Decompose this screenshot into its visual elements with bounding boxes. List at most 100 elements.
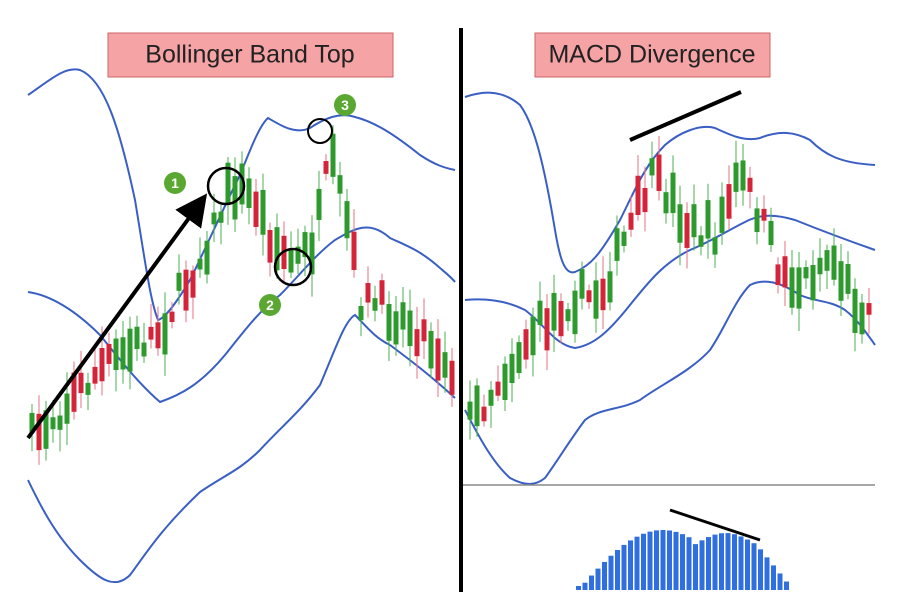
candle-body [337,175,343,194]
candle-body [845,264,851,294]
candle-body [803,267,809,279]
candle-body [253,191,259,227]
panel-title: Bollinger Band Top [145,41,354,69]
candle-body [36,413,42,451]
candle-body [50,417,56,430]
candle-body [495,381,501,396]
candle-body [852,288,858,333]
candle-body [859,302,865,335]
candle-body [768,220,774,246]
candle-body [134,326,140,350]
candle-body [302,232,308,258]
candle-body [43,410,49,449]
macd-bar [738,536,744,590]
candle-body [85,382,91,395]
macd-bar [686,537,692,590]
badge-label: 1 [171,175,179,191]
candle-body [586,290,592,303]
badge-circle [164,172,186,194]
candle-body [120,337,126,370]
candle-body [663,192,669,214]
macd-bar [647,531,653,590]
candle-body [565,309,571,322]
macd-bar [777,573,783,590]
candle-body [719,196,725,233]
candle-body [705,200,711,239]
candle-body [810,265,816,301]
candle-body [218,211,224,223]
candle-body [516,342,522,374]
macd-bar [608,555,614,590]
title-box [107,32,394,78]
candle-body [502,363,508,401]
macd-bar [660,530,666,590]
candle-body [796,267,802,309]
macd-bar [732,534,737,590]
candle-body [204,240,210,275]
candle-body [323,161,329,174]
candle-body [628,212,634,230]
candle-body [782,256,788,288]
macd-bar [751,543,757,590]
candle-body [141,342,147,357]
candle-body [190,270,196,298]
divergence-line-price [629,90,742,142]
candle-body [442,352,448,378]
candle-body [670,172,676,214]
candle-body [176,272,182,291]
macd-bar [771,565,776,590]
lower-band [464,280,876,485]
annotations [26,90,761,542]
candle-body [824,250,830,271]
candle-body [614,228,620,261]
candle-body [642,188,648,213]
macd-bar [699,540,705,590]
candle-body [197,258,203,270]
candle-body [379,280,385,305]
candle-body [169,311,175,323]
candle-body [831,245,837,280]
candle-body [593,280,599,319]
candle-body [92,366,98,384]
macd-bar [745,539,750,590]
candle-body [330,133,336,177]
candle-body [733,162,739,192]
candle-body [789,267,795,308]
macd-bar [595,568,601,590]
badge: 3 [334,94,356,116]
upper-band [464,91,876,274]
divergence-line-macd [669,508,761,542]
candle-body [386,304,392,341]
candle-body [295,246,301,264]
candle-body [183,269,189,311]
candle-body [232,176,238,220]
macd-bar [602,561,607,590]
candle-body [537,300,543,325]
candle-body [288,249,294,273]
badge-label: 2 [266,297,274,313]
highlight-circle [307,118,333,144]
candle-body [523,329,529,360]
macd-bar [693,544,698,590]
macd-bar [641,533,646,590]
candle-body [481,406,487,422]
panel-title: MACD Divergence [548,41,755,69]
highlight-circle [273,247,313,287]
candle-body [649,158,655,176]
candle-body [754,208,760,233]
macd-bar [706,537,711,590]
candle-body [155,322,161,349]
candle-body [421,319,427,342]
candle-body [607,271,613,303]
macd-bar [784,581,789,590]
macd-bar [719,533,724,590]
badge-label: 3 [341,97,349,113]
macd-bar [615,550,620,590]
candle-body [365,283,371,303]
macd-bar [680,534,685,590]
candle-body [509,353,515,384]
candle-body [344,201,350,239]
candle-body [449,360,455,395]
candle-body [761,208,767,221]
candle-body [239,163,245,205]
